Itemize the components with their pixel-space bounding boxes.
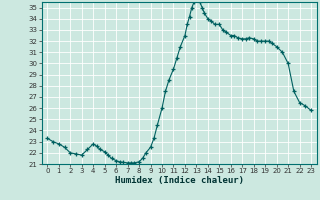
X-axis label: Humidex (Indice chaleur): Humidex (Indice chaleur)	[115, 176, 244, 185]
